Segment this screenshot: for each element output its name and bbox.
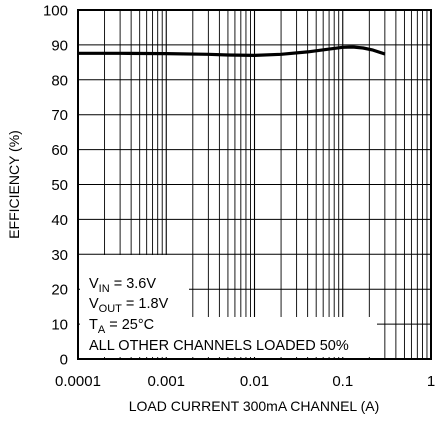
x-axis-title: LOAD CURRENT 300mA CHANNEL (A): [129, 398, 380, 414]
x-tick-label: 0.01: [240, 373, 269, 390]
y-tick-label: 0: [60, 352, 68, 369]
series-line: [78, 45, 386, 57]
y-tick-label: 50: [51, 177, 68, 194]
plot-frame: [77, 9, 432, 360]
x-tick-label: 0.0001: [55, 373, 101, 390]
annotation-vin: VIN = 3.6V: [89, 276, 156, 295]
annotation-background: [80, 255, 189, 317]
y-tick-label: 10: [51, 317, 68, 334]
y-axis-title: EFFICIENCY (%): [6, 130, 22, 239]
y-tick-label: 20: [51, 282, 68, 299]
annotation-background-2: [80, 317, 377, 357]
y-tick-label: 60: [51, 142, 68, 159]
y-tick-label: 70: [51, 107, 68, 124]
x-tick-label: 0.1: [332, 373, 353, 390]
annotation-other-channels: ALL OTHER CHANNELS LOADED 50%: [89, 338, 349, 354]
tick-labels: 0 10 20 30 40 50 60 70 80 90 100 0.0001 0.001 0.01 0.1…: [43, 3, 435, 391]
annotation-ta: TA = 25°C: [89, 317, 154, 336]
y-tick-label: 30: [51, 247, 68, 264]
annotation-vout: VOUT = 1.8V: [89, 296, 169, 315]
x-tick-label: 0.001: [147, 373, 185, 390]
x-tick-label: 1: [427, 373, 435, 390]
y-tick-label: 100: [43, 3, 68, 20]
y-tick-label: 90: [51, 37, 68, 54]
y-tick-label: 80: [51, 72, 68, 89]
y-tick-label: 40: [51, 212, 68, 229]
